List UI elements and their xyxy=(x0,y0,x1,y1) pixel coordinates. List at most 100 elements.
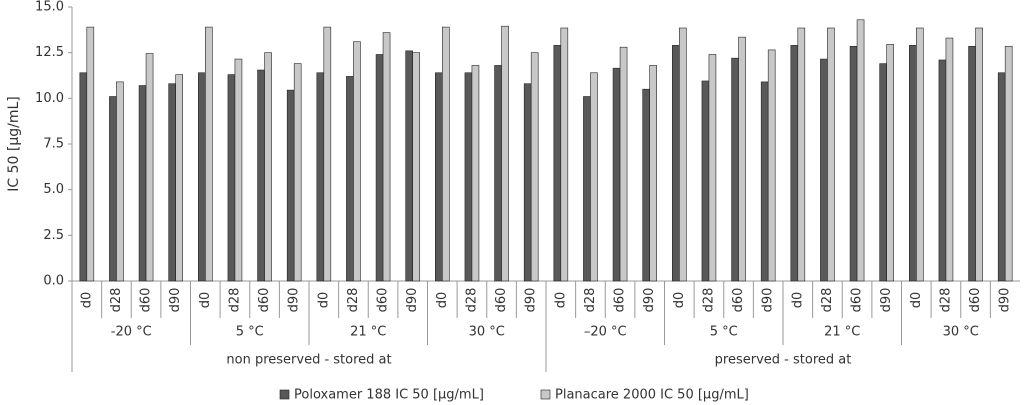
x-group-label: 21 °C xyxy=(824,325,860,340)
bar xyxy=(590,72,598,282)
bar xyxy=(323,26,332,282)
x-tick-label: d0 xyxy=(198,292,213,309)
x-tick-label: d90 xyxy=(761,288,776,313)
bar xyxy=(293,63,302,282)
bar xyxy=(760,81,769,282)
x-tick-label: d28 xyxy=(464,288,479,313)
bar xyxy=(708,54,717,282)
bar xyxy=(820,58,828,282)
x-group-label: –20 °C xyxy=(584,325,627,340)
bar xyxy=(412,52,420,282)
bar xyxy=(997,72,1006,282)
bar xyxy=(198,72,206,282)
x-tick-label: d60 xyxy=(494,288,509,313)
x-tick-label: d0 xyxy=(316,292,331,309)
bar xyxy=(86,26,95,282)
bar xyxy=(649,65,657,282)
bar xyxy=(501,25,509,282)
x-tick-label: d28 xyxy=(938,288,953,313)
bar xyxy=(205,26,213,282)
bar xyxy=(523,83,532,282)
x-tick-label: d28 xyxy=(820,288,835,313)
bar xyxy=(945,37,954,282)
bar xyxy=(442,26,450,282)
bar xyxy=(738,36,746,282)
x-group-label: -20 °C xyxy=(111,325,152,340)
x-tick-label: d28 xyxy=(583,288,598,313)
bar xyxy=(583,96,591,282)
x-group-label: 30 °C xyxy=(469,325,505,340)
bar xyxy=(672,45,680,282)
bar xyxy=(257,69,265,282)
y-tick-label: 15.0 xyxy=(35,0,64,15)
bar xyxy=(234,58,243,282)
x-tick-label: d0 xyxy=(790,292,805,309)
x-group-label: 5 °C xyxy=(710,325,738,340)
x-tick-label: d90 xyxy=(879,288,894,313)
x-tick-label: d60 xyxy=(257,288,272,313)
x-tick-label: d28 xyxy=(109,288,124,313)
x-tick-label: d60 xyxy=(139,288,154,313)
bar xyxy=(79,72,88,282)
legend-swatch xyxy=(279,389,290,400)
bar xyxy=(264,52,272,282)
x-group-label: preserved - stored at xyxy=(715,353,852,368)
x-tick-label: d60 xyxy=(968,288,983,313)
x-tick-label: d60 xyxy=(376,288,391,313)
y-tick-label: 0.0 xyxy=(43,274,64,289)
bar xyxy=(1004,45,1013,282)
bar xyxy=(909,45,917,282)
bar xyxy=(109,96,117,282)
bar xyxy=(849,45,858,282)
x-tick-label: d90 xyxy=(405,288,420,313)
x-tick-label: d60 xyxy=(850,288,865,313)
x-tick-label: d90 xyxy=(168,288,183,313)
bar xyxy=(375,54,384,282)
bar xyxy=(701,80,710,282)
bar xyxy=(916,27,924,282)
bar xyxy=(879,63,887,282)
x-tick-label: d60 xyxy=(613,288,628,313)
bar xyxy=(975,27,983,282)
y-tick-label: 10.0 xyxy=(35,91,64,106)
y-tick-label: 5.0 xyxy=(43,182,64,197)
bar xyxy=(968,45,976,282)
y-axis-label: IC 50 [µg/mL] xyxy=(6,96,22,192)
bar xyxy=(138,85,147,282)
bar xyxy=(827,27,835,282)
x-tick-label: d90 xyxy=(524,288,539,313)
bar xyxy=(642,88,650,282)
bar xyxy=(346,76,354,282)
bar xyxy=(530,52,539,282)
bar xyxy=(382,32,391,282)
bar xyxy=(797,27,806,282)
bar xyxy=(560,27,569,282)
x-tick-label: d0 xyxy=(672,292,687,309)
y-tick-label: 2.5 xyxy=(43,228,64,243)
bar xyxy=(168,83,176,282)
x-tick-label: d0 xyxy=(435,292,450,309)
legend-swatch xyxy=(540,389,551,400)
bar xyxy=(679,27,687,282)
bar xyxy=(405,50,413,282)
x-tick-label: d90 xyxy=(642,288,657,313)
bar xyxy=(790,45,799,282)
bar xyxy=(494,65,502,282)
bar xyxy=(938,59,947,282)
x-tick-label: d90 xyxy=(998,288,1013,313)
x-tick-label: d28 xyxy=(701,288,716,313)
bar xyxy=(767,49,776,282)
x-tick-label: d0 xyxy=(553,292,568,309)
bar xyxy=(227,74,236,282)
x-tick-label: d28 xyxy=(346,288,361,313)
bar xyxy=(553,45,562,282)
x-group-label: 5 °C xyxy=(236,325,264,340)
legend-label: Planacare 2000 IC 50 [µg/mL] xyxy=(555,388,749,403)
bar xyxy=(612,67,621,282)
y-tick-label: 7.5 xyxy=(43,137,64,152)
x-tick-label: d0 xyxy=(79,292,94,309)
x-group-label: non preserved - stored at xyxy=(226,353,391,368)
bar xyxy=(353,41,361,282)
x-tick-label: d28 xyxy=(227,288,242,313)
bar xyxy=(116,81,124,282)
